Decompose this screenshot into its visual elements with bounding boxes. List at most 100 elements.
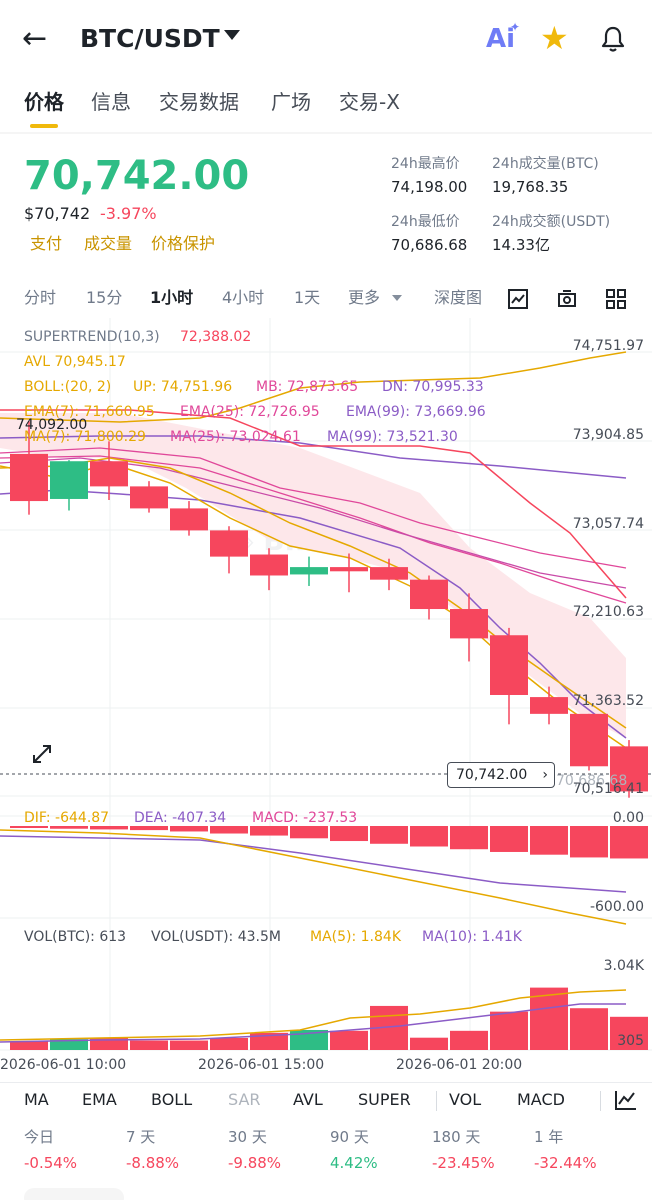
avl-label: AVL 70,945.17 [24, 354, 126, 370]
volume-bar [290, 1029, 328, 1050]
ma25-label: MA(25): 73,024.61 [170, 429, 301, 445]
price-axis-label: 73,904.85 [572, 427, 644, 443]
boll-dn: DN: 70,995.33 [382, 379, 484, 395]
macd-bar [50, 826, 88, 829]
expand-icon[interactable] [26, 738, 58, 770]
candle-body [210, 530, 248, 557]
indicator-super[interactable]: SUPER [358, 1090, 411, 1109]
indicator-bar: MA EMA BOLL SAR AVL SUPER VOL MACD [0, 1082, 652, 1116]
ma99-label: MA(99): 73,521.30 [327, 429, 458, 445]
indicator-sar[interactable]: SAR [228, 1090, 261, 1109]
settings-icon[interactable] [556, 288, 578, 310]
macd-bar [570, 826, 608, 858]
perf-value: -0.54% [24, 1154, 78, 1172]
candle-body [290, 567, 328, 575]
volume-bar [450, 1030, 488, 1050]
vol-btc: VOL(BTC): 613 [24, 929, 127, 945]
bottom-pill [24, 1188, 124, 1200]
chevron-down-icon[interactable] [224, 30, 240, 40]
indicator-settings-icon[interactable] [614, 1089, 638, 1111]
macd-bar [210, 826, 248, 834]
candle-body [250, 554, 288, 576]
indicator-ema[interactable]: EMA [82, 1090, 117, 1109]
current-price-tag[interactable]: 70,742.00 › [447, 762, 555, 788]
grid-layout-icon[interactable] [605, 288, 627, 310]
macd-histogram [10, 826, 648, 859]
supertrend-value: 72,388.02 [180, 329, 252, 345]
interval-more[interactable]: 更多 [348, 288, 381, 307]
perf-label: 今日 [24, 1128, 55, 1146]
low-value: 70,686.68 [391, 236, 468, 254]
ema99-label: EMA(99): 73,669.96 [346, 404, 486, 420]
tab-price[interactable]: 价格 [24, 90, 64, 114]
ma7-label: MA(7): 71,800.29 [24, 429, 146, 445]
ma25-line [0, 455, 627, 604]
perf-label: 7 天 [126, 1128, 156, 1146]
volume-bar [50, 1039, 88, 1050]
bell-icon[interactable] [598, 24, 628, 54]
supertrend-line [0, 409, 627, 599]
candle-body [610, 746, 648, 792]
price-axis-label: 73,057.74 [572, 516, 644, 532]
interval-4h[interactable]: 4小时 [222, 288, 265, 307]
ema25-label: EMA(25): 72,726.95 [180, 404, 320, 420]
tag-volume[interactable]: 成交量 [84, 234, 133, 253]
star-icon[interactable]: ★ [540, 19, 569, 57]
tab-info[interactable]: 信息 [91, 90, 131, 114]
macd-bar [610, 826, 648, 859]
vol-ma10: MA(10): 1.41K [422, 929, 522, 945]
current-price-value: 70,742.00 [456, 767, 528, 783]
interval-bar: 分时 15分 1小时 4小时 1天 更多 深度图 [0, 286, 652, 312]
candle-body [130, 486, 168, 509]
chevron-right-icon: › [542, 767, 548, 783]
macd-dif: DIF: -644.87 [24, 810, 110, 826]
candle-body [170, 508, 208, 531]
price-axis-label: 74,751.97 [572, 338, 644, 354]
chevron-down-icon[interactable] [392, 295, 402, 301]
volume-bar [210, 1037, 248, 1050]
interval-1h[interactable]: 1小时 [150, 288, 194, 307]
dif-line [0, 829, 627, 925]
indicator-ma[interactable]: MA [24, 1090, 49, 1109]
candle-body [450, 609, 488, 639]
chart-type-icon[interactable] [507, 288, 529, 310]
tag-price-protection[interactable]: 价格保护 [151, 234, 216, 253]
tab-trading-data[interactable]: 交易数据 [159, 90, 239, 114]
indicator-avl[interactable]: AVL [293, 1090, 323, 1109]
interval-15m[interactable]: 15分 [86, 288, 123, 307]
arrow-left-icon[interactable]: ← [22, 21, 48, 56]
candle-body [10, 453, 48, 502]
perf-value: -8.88% [126, 1154, 180, 1172]
price-chart[interactable]: ◈ BINANCE [0, 318, 652, 1058]
macd-bar [290, 826, 328, 839]
separator [600, 1091, 601, 1111]
indicator-vol[interactable]: VOL [449, 1090, 482, 1109]
tag-pay[interactable]: 支付 [30, 234, 63, 253]
macd-bar [330, 826, 368, 842]
indicator-macd[interactable]: MACD [517, 1090, 565, 1109]
candle-body [530, 697, 568, 714]
ema7-label: EMA(7): 71,660.95 [24, 404, 155, 420]
boll-up: UP: 74,751.96 [133, 379, 233, 395]
macd-dea: DEA: -407.34 [134, 810, 227, 826]
macd-bar [530, 826, 568, 855]
sparkle-icon: ✦ [510, 20, 521, 34]
tab-trade-x[interactable]: 交易-X [339, 90, 400, 114]
vol-usdt-value: 14.33亿 [492, 236, 550, 254]
ai-icon[interactable]: Ai [486, 24, 516, 54]
interval-depth[interactable]: 深度图 [434, 288, 483, 307]
vol-usdt-label: 24h成交额(USDT) [492, 214, 611, 230]
volume-bar [130, 1040, 168, 1050]
interval-line[interactable]: 分时 [24, 288, 57, 307]
pair-title[interactable]: BTC/USDT [80, 24, 220, 53]
macd-bar [250, 826, 288, 836]
tab-square[interactable]: 广场 [271, 90, 311, 114]
vol-axis-top: 3.04K [603, 958, 644, 974]
volume-bar [10, 1041, 48, 1050]
interval-1d[interactable]: 1天 [294, 288, 321, 307]
volume-bar [570, 1008, 608, 1050]
indicator-boll[interactable]: BOLL [151, 1090, 193, 1109]
time-axis-label: 2026-06-01 10:00 [0, 1057, 127, 1073]
time-axis-label: 2026-06-01 20:00 [396, 1057, 523, 1073]
perf-label: 90 天 [330, 1128, 369, 1146]
